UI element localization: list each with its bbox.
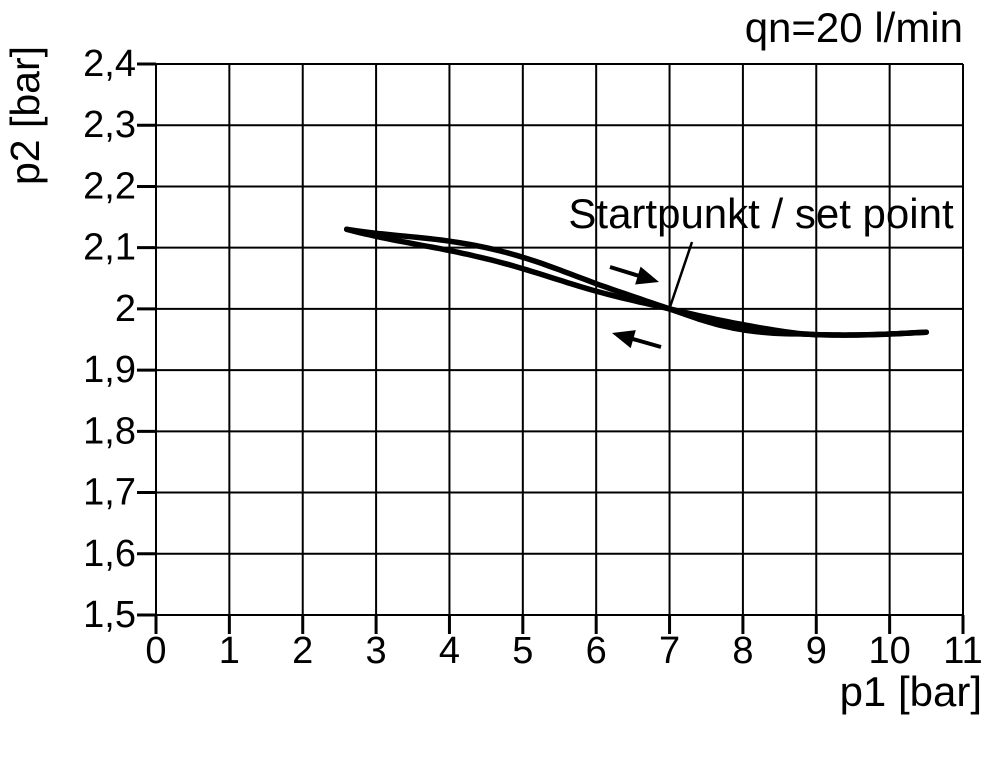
svg-text:5: 5 [512, 630, 533, 672]
svg-text:3: 3 [366, 630, 387, 672]
svg-text:1,9: 1,9 [83, 349, 136, 391]
svg-text:2,3: 2,3 [83, 104, 136, 146]
svg-text:9: 9 [806, 630, 827, 672]
svg-text:Startpunkt / set point: Startpunkt / set point [568, 190, 954, 237]
svg-text:10: 10 [868, 630, 910, 672]
svg-text:0: 0 [145, 630, 166, 672]
svg-text:1,8: 1,8 [83, 410, 136, 452]
svg-text:p1 [bar]: p1 [bar] [840, 668, 982, 715]
svg-text:11: 11 [943, 630, 982, 672]
svg-text:1,5: 1,5 [83, 594, 136, 636]
svg-text:4: 4 [439, 630, 460, 672]
svg-text:2,4: 2,4 [83, 43, 136, 85]
svg-text:1,7: 1,7 [83, 472, 136, 514]
svg-text:2,1: 2,1 [83, 227, 136, 269]
svg-text:qn=20 l/min: qn=20 l/min [745, 4, 963, 51]
svg-text:6: 6 [586, 630, 607, 672]
svg-text:1: 1 [219, 630, 240, 672]
svg-text:1,6: 1,6 [83, 533, 136, 575]
svg-text:2: 2 [292, 630, 313, 672]
svg-text:8: 8 [732, 630, 753, 672]
svg-text:2: 2 [115, 288, 136, 330]
svg-text:2,2: 2,2 [83, 165, 136, 207]
svg-text:7: 7 [659, 630, 680, 672]
